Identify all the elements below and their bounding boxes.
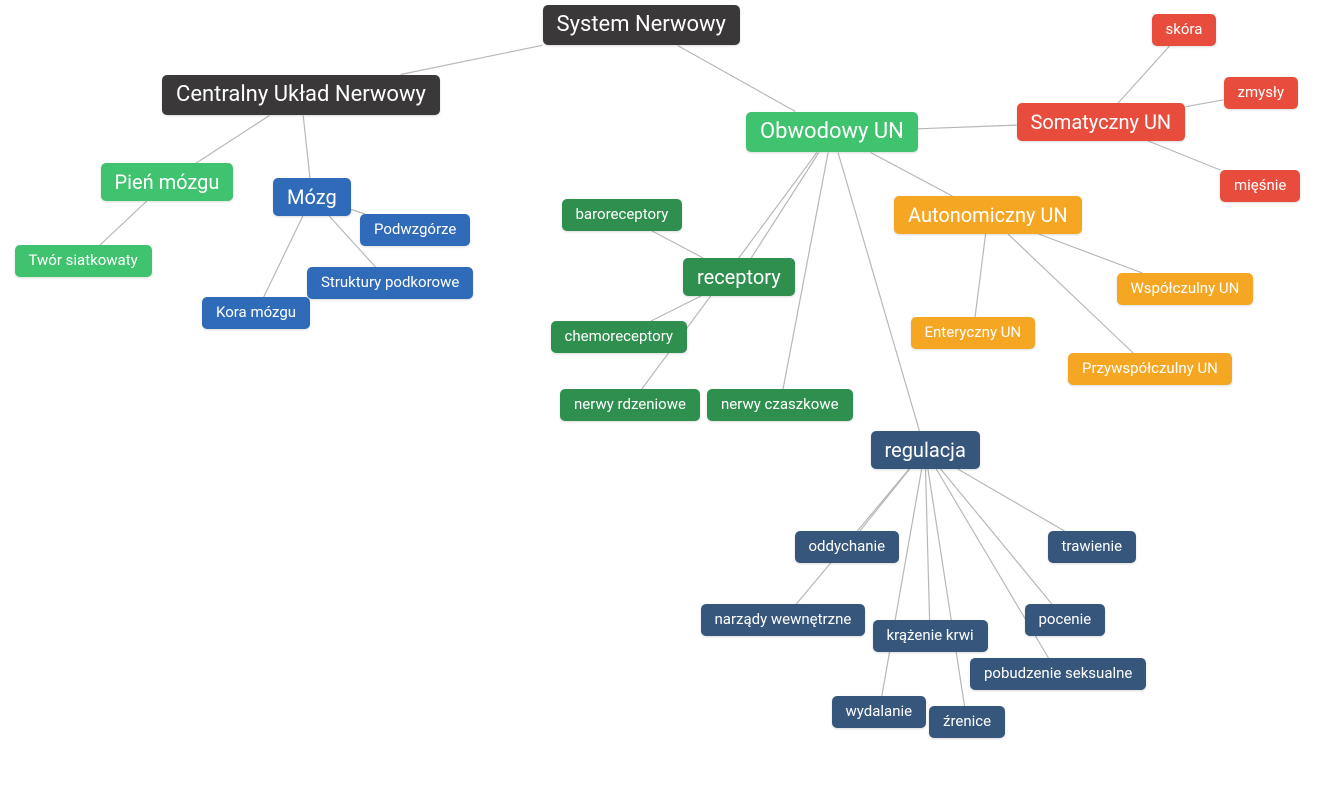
node-strukt[interactable]: Struktury podkorowe	[307, 267, 473, 299]
node-wspol[interactable]: Współczulny UN	[1117, 273, 1254, 305]
edge-recept-baro	[652, 231, 703, 258]
edge-reg-zren	[928, 469, 965, 706]
node-zmysly[interactable]: zmysły	[1224, 77, 1299, 109]
edge-cun-mozg	[303, 116, 310, 179]
node-skora[interactable]: skóra	[1152, 14, 1217, 46]
node-recept[interactable]: receptory	[683, 258, 795, 296]
node-traw[interactable]: trawienie	[1048, 531, 1137, 563]
node-auto[interactable]: Autonomiczny UN	[894, 196, 1082, 234]
node-cun[interactable]: Centralny Układ Nerwowy	[162, 75, 440, 116]
node-obw[interactable]: Obwodowy UN	[746, 112, 918, 153]
node-mozg[interactable]: Mózg	[273, 178, 351, 216]
node-podwz[interactable]: Podwzgórze	[360, 214, 470, 246]
node-narz[interactable]: narządy wewnętrzne	[701, 604, 866, 636]
edge-som-miesnie	[1148, 141, 1220, 170]
node-som[interactable]: Somatyczny UN	[1017, 103, 1186, 141]
node-nrdz[interactable]: nerwy rdzeniowe	[560, 389, 700, 421]
node-pien[interactable]: Pień mózgu	[101, 163, 234, 201]
node-twor[interactable]: Twór siatkowaty	[15, 245, 152, 277]
node-kraz[interactable]: krążenie krwi	[873, 620, 988, 652]
node-poce[interactable]: pocenie	[1025, 604, 1106, 636]
node-zren[interactable]: źrenice	[929, 706, 1005, 738]
edge-som-zmysly	[1186, 100, 1224, 107]
edge-som-skora	[1118, 46, 1169, 103]
node-reg[interactable]: regulacja	[871, 431, 980, 469]
edge-reg-traw	[958, 469, 1065, 531]
node-kora[interactable]: Kora mózgu	[202, 297, 310, 329]
edge-reg-kraz	[926, 469, 930, 620]
node-oddych[interactable]: oddychanie	[795, 531, 900, 563]
node-nczasz[interactable]: nerwy czaszkowe	[707, 389, 853, 421]
edge-obw-som	[918, 125, 1017, 129]
edge-obw-recept	[751, 153, 819, 259]
edge-root-obw	[678, 46, 796, 112]
node-enter[interactable]: Enteryczny UN	[911, 317, 1036, 349]
edge-reg-poce	[941, 469, 1052, 604]
node-baro[interactable]: baroreceptory	[562, 199, 683, 231]
edge-auto-wspol	[1039, 234, 1143, 273]
node-miesnie[interactable]: mięśnie	[1220, 170, 1300, 202]
node-pobud[interactable]: pobudzenie seksualne	[970, 658, 1146, 690]
node-root[interactable]: System Nerwowy	[543, 5, 740, 46]
node-chemo[interactable]: chemoreceptory	[551, 321, 688, 353]
edge-auto-enter	[975, 234, 986, 317]
edge-cun-pien	[196, 116, 269, 164]
edge-mozg-kora	[264, 216, 303, 297]
edge-reg-wydal	[882, 469, 922, 696]
edge-obw-auto	[871, 153, 953, 197]
edge-pien-twor	[100, 201, 147, 245]
edge-reg-oddych	[860, 469, 910, 531]
edge-recept-chemo	[651, 296, 701, 321]
edge-root-cun	[401, 45, 543, 74]
node-wydal[interactable]: wydalanie	[832, 696, 927, 728]
node-przywsp[interactable]: Przywspółczulny UN	[1068, 353, 1232, 385]
